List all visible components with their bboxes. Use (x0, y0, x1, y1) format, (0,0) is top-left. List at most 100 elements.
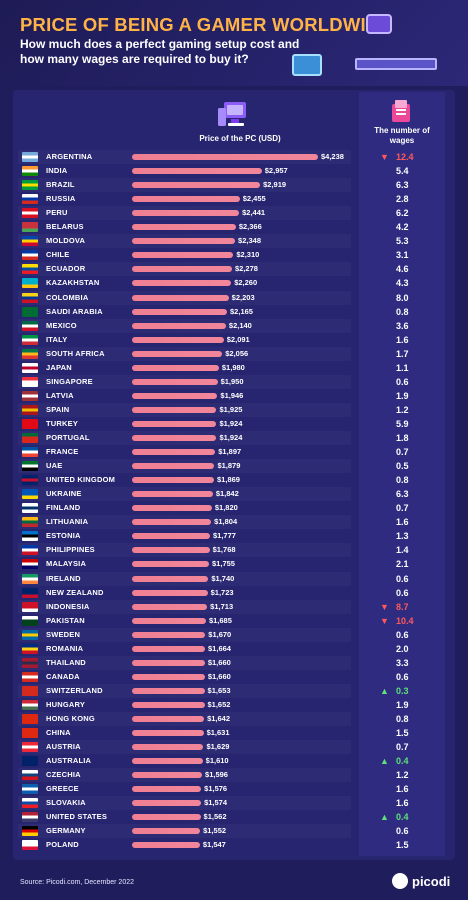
wage-value: 3.3 (396, 657, 409, 668)
wage-value: 0.6 (396, 573, 409, 584)
flag-icon (22, 798, 38, 809)
flag-icon (22, 278, 38, 289)
flag-icon (22, 812, 38, 823)
country-label: RUSSIA (46, 194, 76, 204)
flag-icon (22, 320, 38, 331)
flag-icon (22, 573, 38, 584)
flag-icon (22, 545, 38, 556)
wage-value: 5.3 (396, 236, 409, 247)
wage-value: 4.2 (396, 222, 409, 233)
price-bar (132, 463, 215, 470)
flag-icon (22, 433, 38, 443)
price-bar (132, 364, 219, 371)
country-label: SPAIN (46, 404, 70, 414)
flag-icon (22, 236, 38, 247)
wage-value: 6.3 (396, 489, 409, 500)
price-bar (132, 182, 261, 189)
price-label: $2,919 (263, 180, 287, 190)
price-bar (132, 505, 212, 512)
price-bar (132, 350, 223, 357)
country-label: ITALY (46, 334, 68, 344)
wage-value: 0.7 (396, 742, 409, 753)
flag-icon (22, 784, 38, 795)
flag-icon (22, 418, 38, 429)
country-label: KAZAKHSTAN (46, 278, 100, 288)
price-bar (132, 758, 203, 765)
wage-value: 0.3 (396, 685, 409, 696)
wage-value: 0.8 (396, 475, 409, 486)
picodi-logo: picodi (392, 873, 452, 891)
flag-icon (22, 587, 38, 598)
country-label: PAKISTAN (46, 615, 85, 625)
flag-icon (22, 601, 38, 612)
price-label: $1,670 (208, 629, 232, 639)
wage-value: 1.9 (396, 699, 409, 710)
country-label: GREECE (46, 784, 79, 794)
price-label: $1,924 (219, 418, 243, 428)
price-bar (132, 828, 201, 835)
price-label: $1,660 (207, 671, 231, 681)
price-label: $1,552 (203, 826, 227, 836)
price-label: $1,653 (207, 685, 231, 695)
flag-icon (22, 629, 38, 640)
flag-icon (22, 714, 38, 724)
wage-value: 1.6 (396, 334, 409, 345)
header-banner: PRICE OF BEING A GAMER WORLDWIDE How muc… (0, 0, 468, 86)
price-bar (132, 224, 236, 231)
price-bar (132, 631, 206, 638)
country-label: CHINA (46, 728, 71, 738)
price-bar (132, 814, 201, 821)
price-bar (132, 294, 229, 301)
thumbs-down-icon: ▼ (380, 152, 389, 162)
ram-icon (355, 58, 437, 70)
country-label: FRANCE (46, 447, 79, 457)
wage-value: 6.2 (396, 208, 409, 219)
wage-value: 0.8 (396, 714, 409, 724)
country-label: UNITED KINGDOM (46, 475, 116, 485)
wage-value: 0.6 (396, 376, 409, 387)
price-bar (132, 238, 236, 245)
wage-value: 0.6 (396, 629, 409, 640)
price-bar (132, 645, 206, 652)
wage-value: 1.9 (396, 390, 409, 401)
country-label: INDONESIA (46, 601, 90, 611)
wage-value: 4.6 (396, 264, 409, 275)
price-label: $1,685 (208, 615, 232, 625)
price-label: $1,879 (217, 461, 241, 471)
country-label: THAILAND (46, 657, 86, 667)
flag-icon (22, 503, 38, 514)
price-bar (132, 716, 205, 722)
wage-value: 0.4 (396, 756, 409, 767)
wage-value: 1.5 (396, 840, 409, 851)
price-label: $1,642 (207, 714, 231, 723)
thumbs-up-icon: ▲ (380, 685, 389, 696)
flag-icon (22, 517, 38, 528)
country-label: HUNGARY (46, 699, 86, 709)
wage-value: 4.3 (396, 278, 409, 289)
price-label: $1,610 (205, 756, 229, 766)
price-bar (132, 730, 204, 737)
flag-icon (22, 840, 38, 851)
price-label: $1,924 (219, 433, 243, 442)
flag-icon (22, 531, 38, 542)
country-label: SINGAPORE (46, 376, 93, 386)
console-icon (366, 14, 392, 34)
price-bar (132, 547, 210, 554)
country-label: SOUTH AFRICA (46, 348, 105, 358)
wage-value: 1.8 (396, 433, 409, 443)
thumbs-up-icon: ▲ (380, 812, 389, 823)
price-bar (132, 744, 204, 751)
wage-value: 2.0 (396, 643, 409, 654)
money-stack-icon (392, 100, 410, 122)
wage-value: 0.6 (396, 671, 409, 682)
thumbs-up-icon: ▲ (380, 756, 389, 767)
flag-icon (22, 728, 38, 739)
flag-icon (22, 208, 38, 219)
country-label: INDIA (46, 166, 68, 176)
price-bar (132, 786, 202, 793)
price-bar (132, 322, 226, 329)
country-label: COLOMBIA (46, 292, 89, 302)
country-label: CHILE (46, 250, 70, 260)
price-label: $2,056 (225, 348, 249, 358)
price-bar (132, 575, 209, 582)
